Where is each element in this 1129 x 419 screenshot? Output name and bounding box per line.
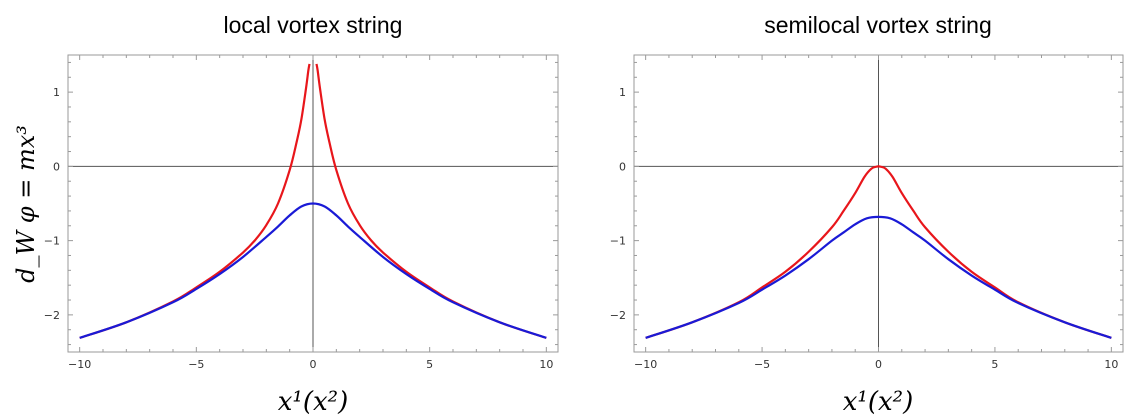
x-tick-label: 10 <box>1104 358 1118 371</box>
series-line-red <box>315 63 547 339</box>
chart-panel-semilocal: semilocal vortex string −10 −5 0 5 10−2−101 … <box>610 12 1124 417</box>
x-tick-label: 5 <box>426 358 433 371</box>
x-tick-label: −5 <box>188 358 204 371</box>
y-tick-label: −2 <box>44 309 60 322</box>
x-tick-label: 10 <box>539 358 553 371</box>
series-line-blue <box>645 215 1112 339</box>
y-tick-label: 0 <box>619 160 626 173</box>
y-tick-label: −1 <box>44 235 60 248</box>
y-tick-label: −2 <box>610 309 626 322</box>
series-line-red <box>645 165 1112 339</box>
curves <box>645 165 1112 339</box>
chart-panel-local: local vortex string −10 −5 0 5 10−2−101 x¹(x… <box>12 12 559 417</box>
y-tick-label: 0 <box>53 160 60 173</box>
x-tick-label: −10 <box>68 358 91 371</box>
series-line-red <box>79 63 311 339</box>
y-tick-label: 1 <box>619 86 626 99</box>
x-tick-label: −10 <box>634 358 657 371</box>
x-axis-label: x¹(x²) <box>278 387 348 417</box>
chart-title: local vortex string <box>224 12 403 38</box>
ticks: −10 −5 0 5 10−2−101 <box>44 55 558 371</box>
x-axis-label: x¹(x²) <box>843 387 913 417</box>
chart-title: semilocal vortex string <box>764 12 992 38</box>
x-tick-label: 0 <box>875 358 882 371</box>
x-tick-label: 5 <box>991 358 998 371</box>
y-axis-label: d_W φ = mx³ <box>12 125 40 283</box>
curves <box>79 63 547 339</box>
y-tick-label: 1 <box>53 86 60 99</box>
ticks: −10 −5 0 5 10−2−101 <box>610 55 1123 371</box>
series-line-blue <box>79 202 547 339</box>
x-tick-label: 0 <box>310 358 317 371</box>
y-tick-label: −1 <box>610 235 626 248</box>
x-tick-label: −5 <box>754 358 770 371</box>
